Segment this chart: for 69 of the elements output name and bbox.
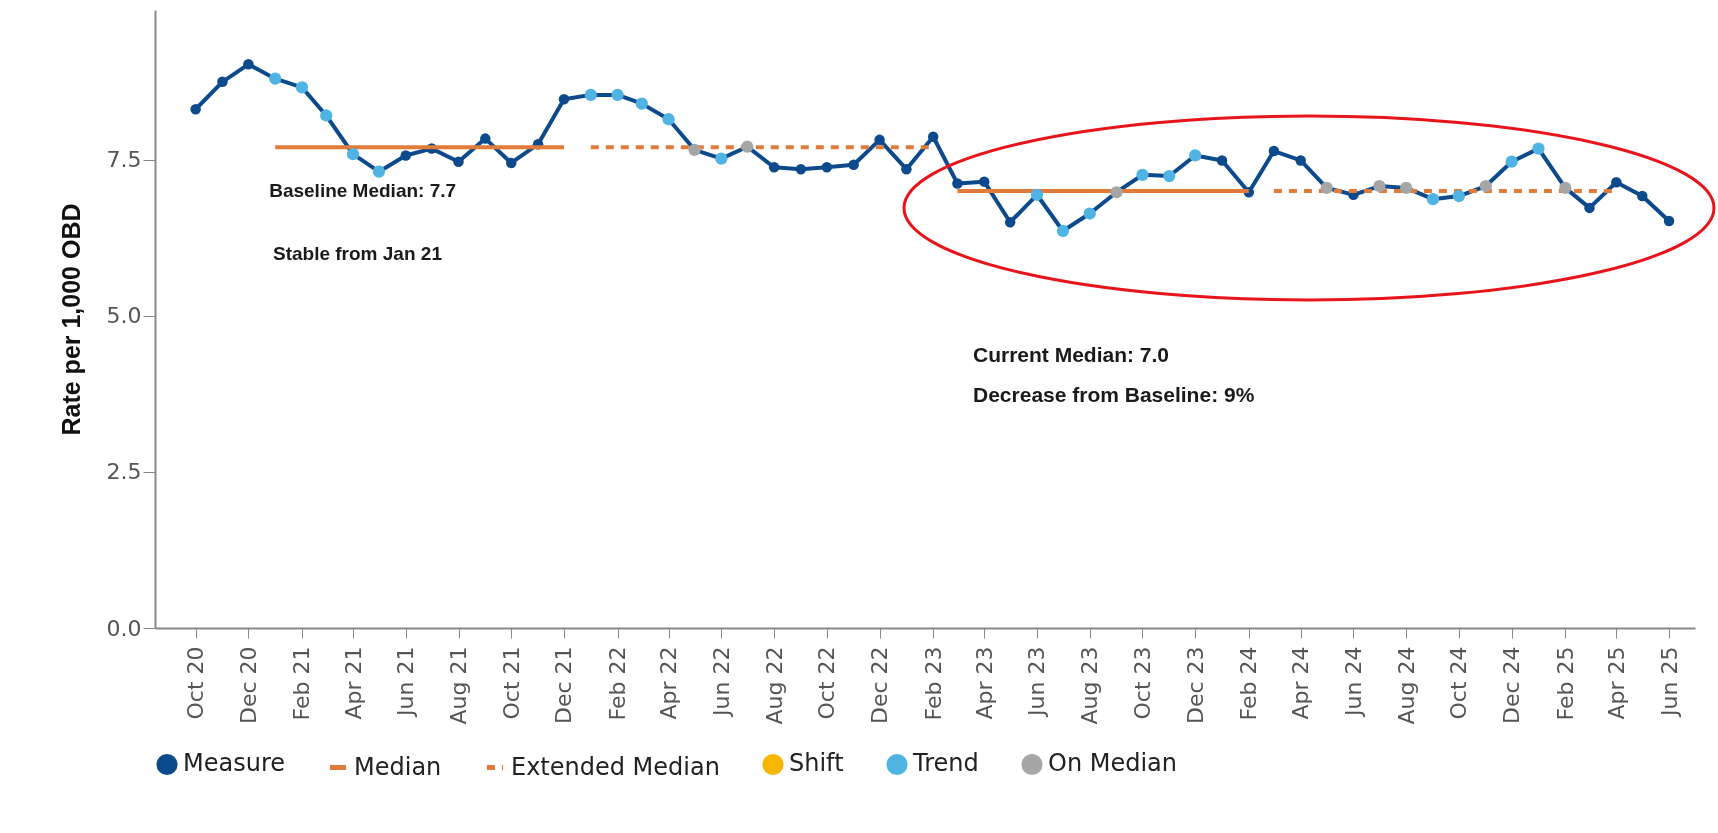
point — [506, 157, 517, 169]
x-tick-label: Jun 21 — [393, 646, 419, 718]
annotation: Current Median: 7.0 — [973, 343, 1170, 366]
x-tick-label: Dec 24 — [1499, 646, 1525, 725]
legend-label: On Median — [1048, 749, 1178, 778]
point — [874, 134, 885, 146]
legend-label: Median — [354, 752, 442, 781]
x-tick-label: Aug 24 — [1393, 646, 1419, 725]
y-tick-label: 0.0 — [106, 615, 142, 641]
point — [1216, 155, 1228, 166]
x-tick-label: Feb 23 — [920, 646, 946, 721]
point — [558, 94, 570, 105]
x-tick-label: Aug 23 — [1077, 646, 1103, 725]
point — [243, 59, 254, 70]
point — [453, 156, 464, 167]
y-tick-label: 5.0 — [106, 303, 142, 329]
x-tick-label: Oct 22 — [814, 646, 840, 720]
x-tick-label: Feb 24 — [1236, 646, 1262, 721]
y-axis-title: Rate per 1,000 OBD — [56, 203, 85, 436]
point — [217, 76, 228, 88]
legend-label: Measure — [183, 749, 285, 778]
point — [1663, 215, 1675, 227]
x-tick-label: Oct 23 — [1129, 646, 1155, 720]
point — [1637, 190, 1648, 202]
x-tick-label: Dec 22 — [867, 646, 893, 725]
x-tick-label: Aug 22 — [761, 646, 787, 725]
x-tick-label: Oct 21 — [498, 646, 524, 720]
x-tick-label: Jun 24 — [1340, 646, 1366, 718]
point — [190, 104, 201, 115]
point — [848, 159, 859, 171]
point — [1584, 202, 1595, 214]
point — [795, 163, 807, 175]
x-tick-label: Feb 22 — [605, 646, 631, 721]
x-tick-label: Feb 25 — [1552, 646, 1578, 721]
x-tick-label: Apr 21 — [340, 646, 366, 720]
point — [1611, 177, 1622, 188]
annotation: Baseline Median: 7.7 — [269, 180, 457, 202]
x-tick-label: Apr 24 — [1288, 646, 1314, 720]
x-tick-label: Jun 22 — [708, 646, 734, 718]
x-tick-label: Dec 23 — [1182, 646, 1208, 725]
x-tick-label: Apr 25 — [1603, 646, 1629, 720]
point — [1004, 217, 1016, 228]
annotation: Stable from Jan 21 — [273, 243, 443, 264]
legend-label: Shift — [789, 749, 844, 778]
point — [400, 150, 411, 161]
point — [1268, 145, 1280, 157]
point — [978, 176, 990, 187]
x-tick-label: Apr 22 — [656, 646, 682, 720]
point — [927, 131, 939, 142]
y-tick-label: 7.5 — [106, 147, 142, 173]
y-tick-label: 2.5 — [106, 459, 142, 485]
x-tick-label: Dec 20 — [235, 646, 261, 725]
point — [768, 162, 780, 173]
point — [821, 162, 833, 173]
x-tick-label: Oct 20 — [183, 646, 209, 720]
point — [480, 133, 491, 144]
point — [901, 163, 912, 175]
annotation: Decrease from Baseline: 9% — [973, 383, 1255, 406]
x-tick-label: Jun 23 — [1024, 646, 1050, 718]
x-tick-label: Apr 23 — [971, 646, 997, 720]
x-tick-label: Jun 25 — [1656, 646, 1682, 718]
legend-label: Trend — [912, 749, 979, 778]
point — [1295, 155, 1306, 166]
legend-label: Extended Median — [511, 752, 720, 781]
x-tick-label: Dec 21 — [551, 646, 577, 725]
point — [952, 178, 963, 189]
x-tick-label: Aug 21 — [446, 646, 471, 725]
x-tick-label: Feb 21 — [289, 646, 315, 721]
x-tick-label: Oct 24 — [1446, 646, 1472, 720]
